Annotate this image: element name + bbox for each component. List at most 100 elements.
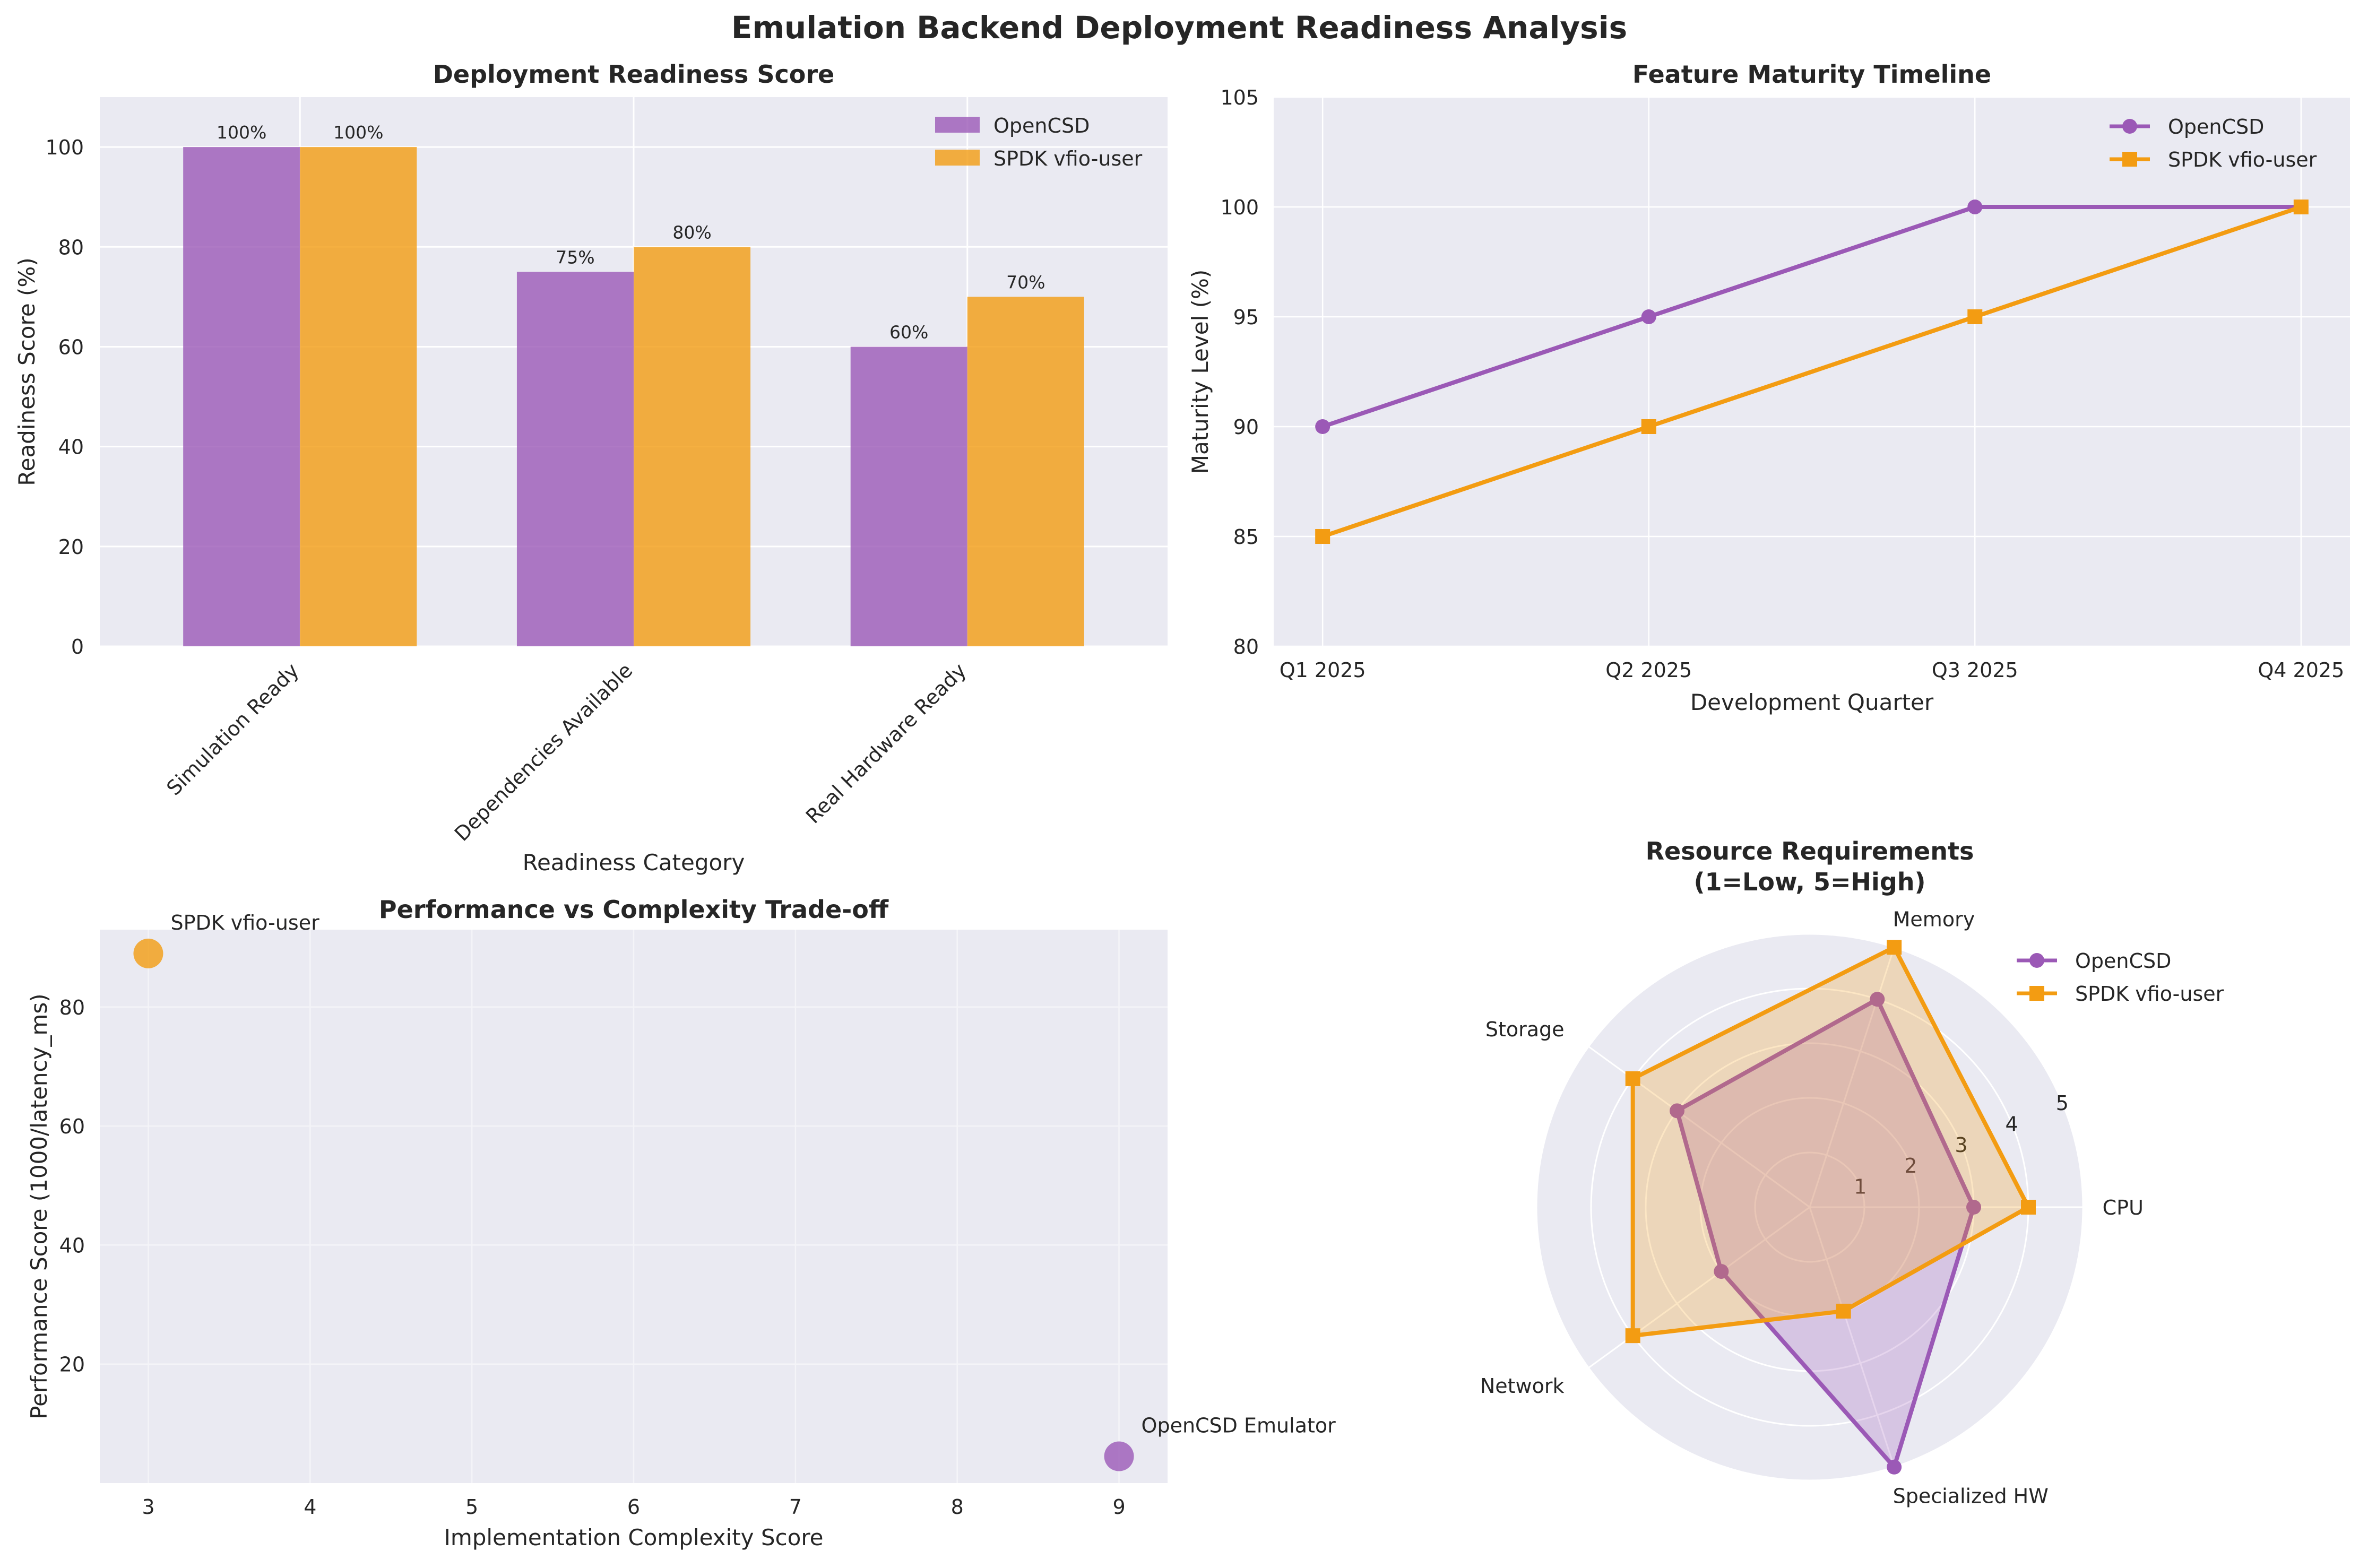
resources-point: [1870, 992, 1885, 1007]
tradeoff-point: [133, 938, 163, 968]
readiness-bar: [850, 346, 967, 646]
readiness-ytick: 80: [58, 236, 84, 259]
readiness-data-label: 100%: [217, 122, 266, 143]
timeline-series-line: [1321, 205, 2301, 429]
readiness-bar: [300, 147, 417, 646]
resources-title: Resource Requirements: [1646, 837, 1974, 865]
timeline-ytick: 80: [1233, 635, 1259, 659]
timeline-ytick: 95: [1233, 306, 1259, 329]
tradeoff-xtick: 7: [789, 1495, 802, 1519]
tradeoff-point-label: OpenCSD Emulator: [1142, 1414, 1336, 1437]
timeline-xtick: Q3 2025: [1932, 659, 2018, 682]
readiness-bar: [516, 272, 634, 646]
resources-point: [1966, 1200, 1981, 1215]
readiness-bar: [183, 147, 300, 646]
readiness-data-label: 100%: [333, 122, 383, 143]
timeline-xtick: Q1 2025: [1280, 659, 1366, 682]
tradeoff-title: Performance vs Complexity Trade-off: [379, 895, 889, 924]
timeline-xtick: Q2 2025: [1605, 659, 1692, 682]
readiness-ytick: 40: [58, 436, 84, 459]
resources-rtick: 3: [1955, 1133, 1967, 1157]
tradeoff-xtick: 8: [951, 1495, 964, 1519]
readiness-legend-label: OpenCSD: [993, 114, 1090, 137]
readiness-data-label: 80%: [672, 222, 711, 242]
readiness-xlabel: Readiness Category: [523, 850, 745, 876]
timeline-ytick: 85: [1233, 525, 1259, 549]
resources-legend-label: SPDK vfio-user: [2075, 982, 2224, 1006]
resources-legend-marker: [2029, 986, 2044, 1001]
timeline-point: [2293, 200, 2309, 214]
timeline-ytick: 105: [1220, 86, 1259, 109]
resources-series-line: [1630, 944, 2030, 1338]
resources-axis-label: Network: [1480, 1374, 1565, 1398]
readiness-legend-swatch: [935, 150, 980, 166]
readiness-ytick: 20: [58, 535, 84, 559]
tradeoff-xtick: 6: [627, 1495, 640, 1519]
resources-point: [2021, 1200, 2036, 1215]
tradeoff-chart: 20 40 60 80 3 4 5 6 7 8 9 SPDK vfio-user OpenCSD Emu…: [26, 895, 1336, 1550]
resources-fill: [1632, 947, 2028, 1336]
readiness-xtick: Simulation Ready: [162, 659, 303, 800]
resources-point: [1836, 1303, 1851, 1319]
timeline-point: [1315, 419, 1330, 434]
resources-point: [1625, 1328, 1640, 1344]
tradeoff-xtick: 4: [304, 1495, 316, 1519]
timeline-point: [1641, 419, 1656, 434]
readiness-chart: 0 20 40 60 80 100 Simulation Ready Dependencies…: [14, 60, 1168, 876]
resources-legend-label: OpenCSD: [2075, 949, 2171, 973]
timeline-ytick: 100: [1220, 196, 1259, 219]
resources-fill: [1677, 999, 1974, 1467]
timeline-legend-label: SPDK vfio-user: [2168, 148, 2317, 171]
timeline-series-line: [1321, 205, 2302, 539]
resources-chart: CPU Memory Storage Network Specialized HW 1 2 3…: [1480, 837, 2224, 1508]
tradeoff-ytick: 60: [59, 1115, 85, 1138]
timeline-point: [1967, 309, 1983, 324]
readiness-ytick: 60: [58, 335, 84, 359]
resources-spoke: [1809, 947, 1895, 1208]
timeline-chart: 80 85 90 95 100 105 Q1 2025 Q2 2025 Q3 2025 Q4 20…: [1187, 60, 2350, 715]
timeline-xlabel: Development Quarter: [1690, 689, 1934, 715]
tradeoff-ytick: 80: [59, 996, 85, 1019]
timeline-legend-marker: [2122, 119, 2137, 134]
resources-series-line: [1674, 996, 1976, 1471]
timeline-point: [1641, 309, 1656, 324]
readiness-data-label: 60%: [889, 322, 928, 342]
timeline-point: [1967, 200, 1983, 214]
resources-axis-label: CPU: [2103, 1196, 2144, 1219]
tradeoff-ytick: 40: [59, 1234, 85, 1257]
suptitle: Emulation Backend Deployment Readiness A…: [731, 10, 1627, 46]
tradeoff-point: [1104, 1441, 1134, 1471]
tradeoff-xtick: 5: [465, 1495, 478, 1519]
resources-rtick: 5: [2056, 1091, 2069, 1115]
resources-axis-label: Memory: [1893, 907, 1975, 931]
resources-point: [1887, 1459, 1902, 1475]
readiness-legend-swatch: [935, 117, 980, 133]
tradeoff-ylabel: Performance Score (1000/latency_ms): [26, 993, 52, 1419]
tradeoff-ytick: 20: [59, 1353, 85, 1376]
readiness-ytick: 0: [71, 635, 84, 659]
readiness-ylabel: Readiness Score (%): [14, 257, 40, 486]
resources-title: (1=Low, 5=High): [1693, 868, 1925, 896]
resources-axis-label: Storage: [1485, 1018, 1565, 1041]
readiness-bar: [967, 297, 1084, 646]
timeline-legend-label: OpenCSD: [2168, 115, 2264, 138]
resources-legend-marker: [2029, 953, 2044, 968]
resources-point: [1625, 1071, 1640, 1086]
tradeoff-xtick: 9: [1112, 1495, 1125, 1519]
timeline-point: [1315, 529, 1330, 544]
resources-rtick: 4: [2006, 1112, 2018, 1136]
resources-point: [1714, 1264, 1729, 1279]
timeline-title: Feature Maturity Timeline: [1632, 60, 1991, 89]
readiness-data-label: 70%: [1006, 272, 1045, 292]
resources-axis-label: Specialized HW: [1893, 1485, 2049, 1508]
resources-rtick: 1: [1854, 1175, 1867, 1199]
readiness-data-label: 75%: [556, 247, 594, 267]
readiness-xtick: Real Hardware Ready: [801, 659, 971, 828]
tradeoff-point-label: SPDK vfio-user: [170, 911, 319, 934]
timeline-xtick: Q4 2025: [2258, 659, 2344, 682]
readiness-bar: [634, 247, 751, 647]
timeline-ytick: 90: [1233, 415, 1259, 439]
tradeoff-xlabel: Implementation Complexity Score: [444, 1524, 823, 1550]
timeline-legend-marker: [2122, 152, 2137, 167]
